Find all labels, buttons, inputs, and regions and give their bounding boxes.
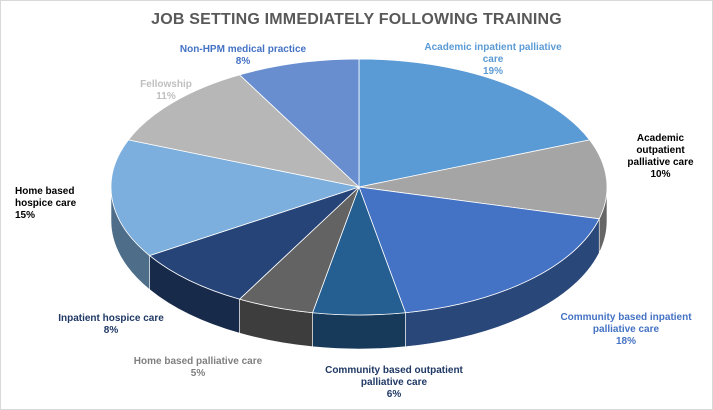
slice-label-9: Non-HPM medical practice 8% — [173, 44, 313, 68]
slice-label-7: Home based hospice care 15% — [15, 186, 110, 222]
slice-value-label: 10% — [650, 169, 671, 180]
slice-label-6: Inpatient hospice care 8% — [51, 313, 171, 337]
slice-label-5: Home based palliative care 5% — [133, 356, 263, 379]
slice-3 — [358, 186, 600, 314]
pie-top-faces — [110, 58, 608, 316]
pie-side-walls — [110, 186, 608, 350]
slice-value-label: 18% — [615, 336, 636, 347]
slice-value-label: 8% — [103, 325, 119, 336]
slice-label-1: Academic inpatient palliative care 19% — [403, 42, 583, 78]
slice-side-4 — [312, 312, 406, 350]
slice-value-label: 6% — [386, 389, 402, 400]
slice-value-label: 15% — [15, 210, 36, 221]
slice-2 — [358, 139, 608, 220]
slice-value-label: 19% — [482, 66, 503, 77]
slice-9 — [238, 58, 360, 188]
slice-value-label: 5% — [190, 368, 206, 379]
slice-value-label: 8% — [235, 56, 251, 67]
slice-8 — [127, 74, 361, 188]
slice-6 — [148, 186, 360, 300]
slice-label-4: Community based outpatient palliative car… — [319, 365, 469, 401]
slice-label-3: Community based inpatient palliative care… — [546, 312, 706, 348]
slice-label-8: Fellowship 11% — [121, 79, 211, 103]
slice-label-2: Academic outpatient palliative care 10% — [613, 133, 708, 181]
slice-1 — [358, 58, 591, 188]
chart-title: JOB SETTING IMMEDIATELY FOLLOWING TRAINI… — [151, 11, 562, 28]
slice-value-label: 11% — [156, 91, 176, 102]
slice-7 — [110, 139, 361, 257]
